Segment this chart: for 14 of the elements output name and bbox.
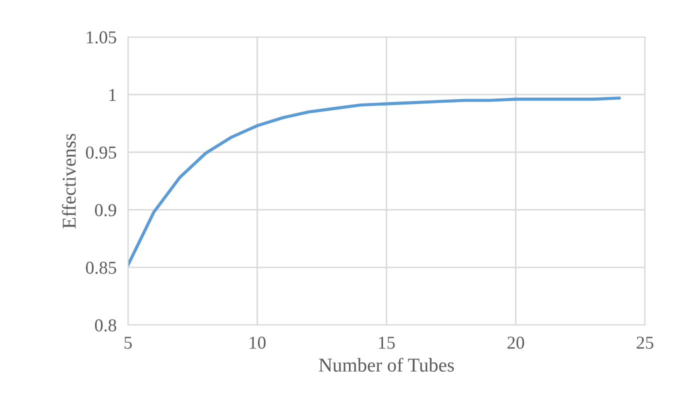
x-tick-label: 20 [508, 336, 524, 349]
y-tick-label: 0.85 [86, 262, 116, 274]
x-tick-label: 15 [379, 336, 395, 349]
x-tick-label: 25 [636, 336, 654, 349]
line-series [128, 96, 621, 267]
x-tick-label: 5 [124, 336, 132, 349]
y-tick-label: 0.9 [95, 204, 116, 216]
y-tick-label: 1.05 [86, 31, 116, 44]
y-tick-label: 0.8 [95, 319, 116, 332]
y-axis-title: Effectivenss [62, 134, 76, 228]
x-axis-title: Number of Tubes [318, 358, 454, 372]
x-tick-label: 10 [250, 336, 266, 349]
y-tick-label: 0.95 [86, 146, 116, 159]
y-tick-label: 1 [109, 88, 116, 101]
